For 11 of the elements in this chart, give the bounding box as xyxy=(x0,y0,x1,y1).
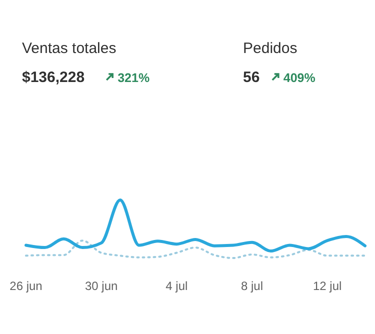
text: 321% xyxy=(118,71,150,85)
x-tick-label: 26 jun xyxy=(10,279,42,293)
text: Pedidos xyxy=(243,40,298,57)
x-tick-label: 4 jul xyxy=(166,279,188,293)
text: 56 xyxy=(243,69,260,86)
text: Ventas totales xyxy=(22,40,116,57)
text: 409% xyxy=(283,71,316,85)
x-tick-label: 8 jul xyxy=(240,279,264,293)
x-tick-label: 12 jul xyxy=(312,279,342,293)
x-tick-label: 30 jun xyxy=(84,279,118,293)
text: $136,228 xyxy=(22,69,85,86)
